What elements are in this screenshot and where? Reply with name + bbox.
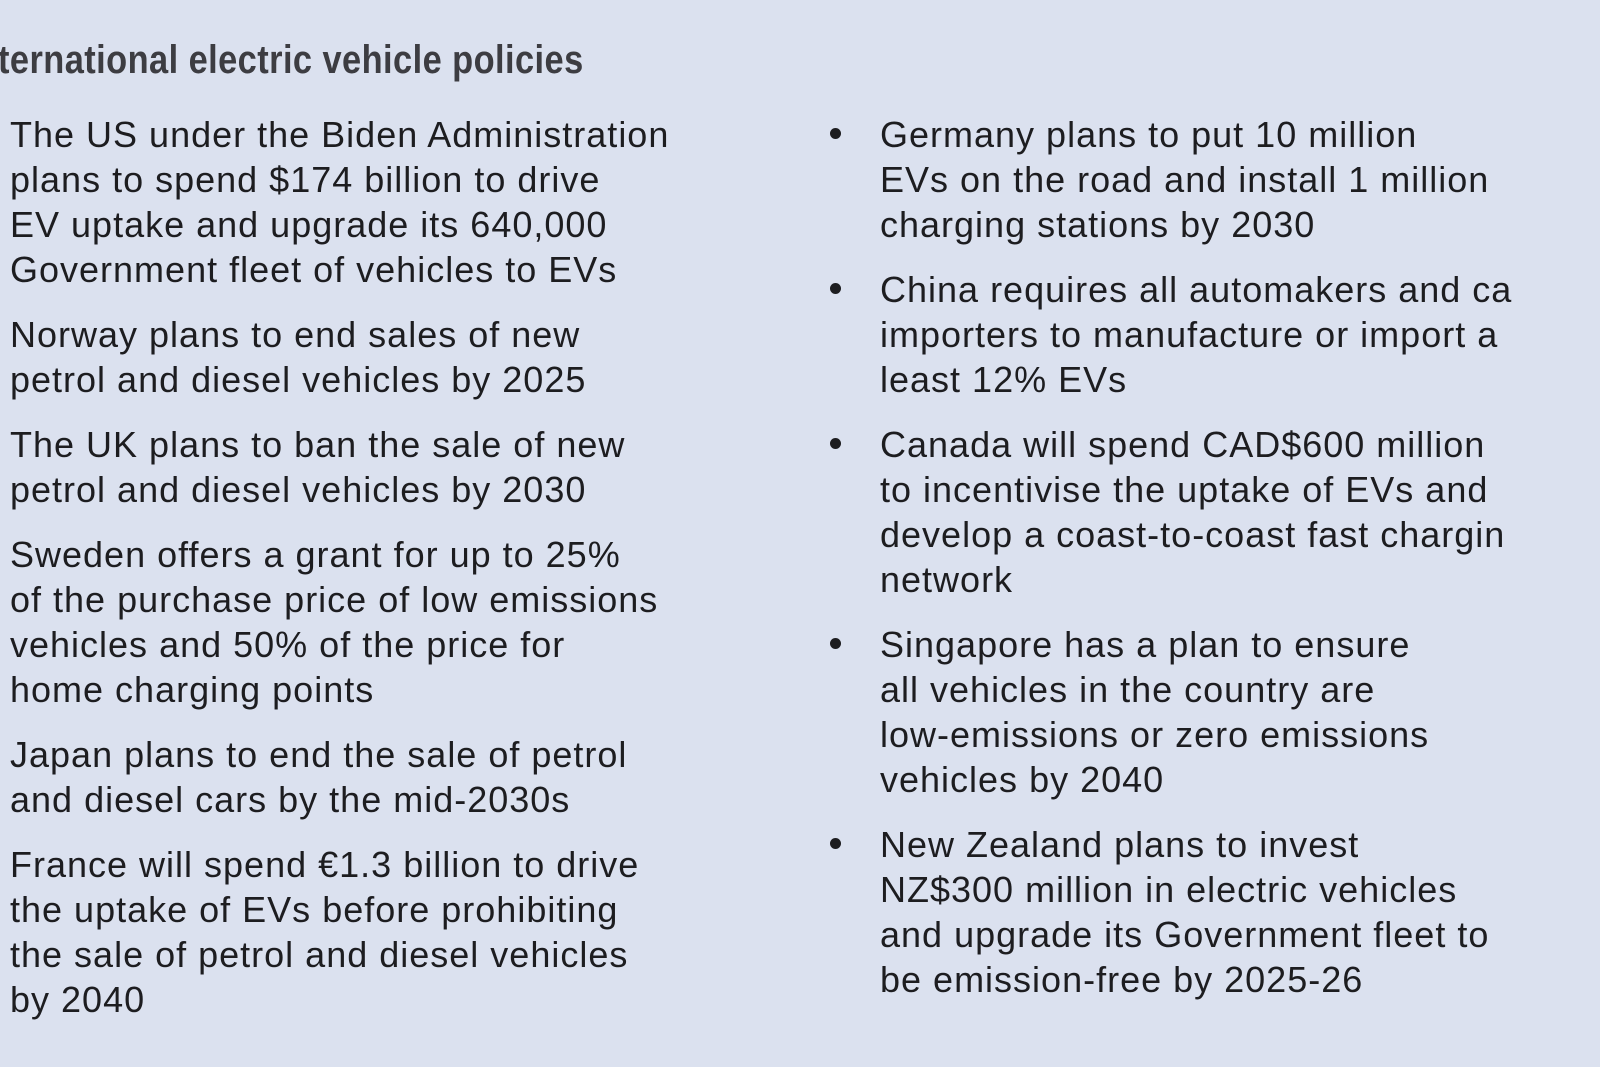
- bullet-line: be emission-free by 2025-26: [880, 959, 1364, 1000]
- bullet-item-new-zealand: New Zealand plans to invest NZ$300 milli…: [830, 822, 1512, 1002]
- bullet-text: Germany plans to put 10 million EVs on t…: [880, 112, 1489, 247]
- bullet-line: all vehicles in the country are: [880, 669, 1376, 710]
- bullet-line: Government fleet of vehicles to EVs: [10, 249, 618, 290]
- bullet-line: EV uptake and upgrade its 640,000: [10, 204, 608, 245]
- bullet-line: Sweden offers a grant for up to 25%: [10, 534, 621, 575]
- bullet-line: France will spend €1.3 billion to drive: [10, 844, 640, 885]
- bullet-line: home charging points: [10, 669, 375, 710]
- bullet-line: plans to spend $174 billion to drive: [10, 159, 601, 200]
- bullet-line: China requires all automakers and ca: [880, 269, 1513, 310]
- bullet-item-canada: Canada will spend CAD$600 million to inc…: [830, 422, 1512, 602]
- bullet-line: and diesel cars by the mid-2030s: [10, 779, 571, 820]
- bullet-line: vehicles by 2040: [880, 759, 1165, 800]
- bullet-dot-icon: [830, 438, 841, 449]
- bullet-item-japan: Japan plans to end the sale of petrol an…: [10, 732, 669, 822]
- bullet-line: develop a coast-to-coast fast chargin: [880, 514, 1506, 555]
- bullet-line: The UK plans to ban the sale of new: [10, 424, 626, 465]
- bullet-line: low-emissions or zero emissions: [880, 714, 1430, 755]
- page-title: ternational electric vehicle policies: [0, 38, 584, 82]
- bullet-dot-icon: [830, 283, 841, 294]
- bullet-line: the sale of petrol and diesel vehicles: [10, 934, 629, 975]
- bullet-text: Canada will spend CAD$600 million to inc…: [880, 422, 1505, 602]
- bullet-text: New Zealand plans to invest NZ$300 milli…: [880, 822, 1489, 1002]
- bullet-line: The US under the Biden Administration: [10, 114, 670, 155]
- bullet-line: petrol and diesel vehicles by 2030: [10, 469, 587, 510]
- bullet-text: Singapore has a plan to ensure all vehic…: [880, 622, 1429, 802]
- bullet-line: Canada will spend CAD$600 million: [880, 424, 1486, 465]
- bullet-line: charging stations by 2030: [880, 204, 1316, 245]
- bullet-item-singapore: Singapore has a plan to ensure all vehic…: [830, 622, 1512, 802]
- bullet-line: New Zealand plans to invest: [880, 824, 1360, 865]
- bullet-item-uk: The UK plans to ban the sale of new petr…: [10, 422, 669, 512]
- bullet-dot-icon: [830, 638, 841, 649]
- bullet-line: the uptake of EVs before prohibiting: [10, 889, 619, 930]
- bullet-dot-icon: [830, 838, 841, 849]
- bullet-dot-icon: [830, 128, 841, 139]
- bullet-line: petrol and diesel vehicles by 2025: [10, 359, 587, 400]
- bullet-text: China requires all automakers and ca imp…: [880, 267, 1512, 402]
- bullet-item-us: The US under the Biden Administration pl…: [10, 112, 669, 292]
- bullet-line: NZ$300 million in electric vehicles: [880, 869, 1458, 910]
- bullet-line: least 12% EVs: [880, 359, 1128, 400]
- bullet-line: vehicles and 50% of the price for: [10, 624, 566, 665]
- bullet-line: and upgrade its Government fleet to: [880, 914, 1490, 955]
- left-column: The US under the Biden Administration pl…: [10, 112, 669, 1042]
- bullet-line: by 2040: [10, 979, 146, 1020]
- bullet-line: to incentivise the uptake of EVs and: [880, 469, 1489, 510]
- bullet-item-france: France will spend €1.3 billion to drive …: [10, 842, 669, 1022]
- bullet-line: Singapore has a plan to ensure: [880, 624, 1411, 665]
- bullet-line: importers to manufacture or import a: [880, 314, 1499, 355]
- bullet-line: network: [880, 559, 1014, 600]
- bullet-line: of the purchase price of low emissions: [10, 579, 659, 620]
- right-column: Germany plans to put 10 million EVs on t…: [830, 112, 1512, 1022]
- bullet-line: Germany plans to put 10 million: [880, 114, 1418, 155]
- bullet-item-china: China requires all automakers and ca imp…: [830, 267, 1512, 402]
- bullet-item-norway: Norway plans to end sales of new petrol …: [10, 312, 669, 402]
- bullet-line: Japan plans to end the sale of petrol: [10, 734, 628, 775]
- bullet-item-germany: Germany plans to put 10 million EVs on t…: [830, 112, 1512, 247]
- bullet-line: EVs on the road and install 1 million: [880, 159, 1490, 200]
- bullet-line: Norway plans to end sales of new: [10, 314, 581, 355]
- bullet-item-sweden: Sweden offers a grant for up to 25% of t…: [10, 532, 669, 712]
